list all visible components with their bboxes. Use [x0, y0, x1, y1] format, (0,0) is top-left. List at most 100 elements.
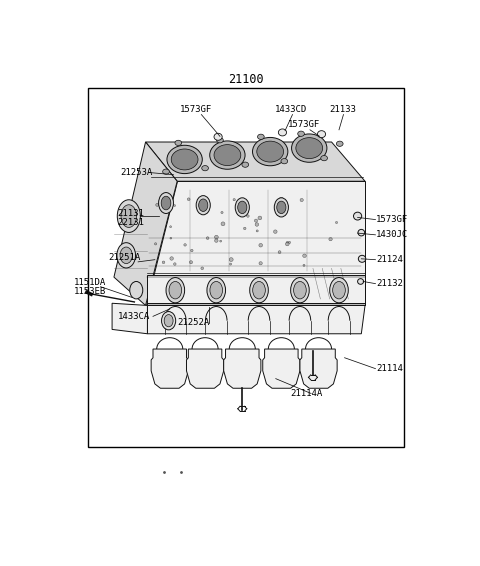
Ellipse shape: [215, 235, 218, 239]
Ellipse shape: [170, 237, 172, 239]
Ellipse shape: [221, 212, 223, 213]
Ellipse shape: [255, 223, 259, 226]
Ellipse shape: [359, 255, 366, 262]
Ellipse shape: [215, 239, 218, 242]
Ellipse shape: [287, 241, 288, 243]
Text: 1573GF: 1573GF: [376, 215, 408, 224]
Ellipse shape: [259, 243, 263, 247]
Text: 1433CA: 1433CA: [118, 312, 151, 321]
Bar: [88, 88, 404, 447]
Text: 21133: 21133: [329, 105, 356, 114]
Text: 22131: 22131: [118, 218, 144, 227]
Polygon shape: [300, 349, 337, 388]
Polygon shape: [224, 349, 261, 388]
Text: 21114: 21114: [376, 364, 403, 373]
Ellipse shape: [220, 240, 222, 242]
Text: 1153EB: 1153EB: [74, 286, 107, 295]
Ellipse shape: [286, 242, 289, 246]
Ellipse shape: [162, 261, 165, 264]
Ellipse shape: [161, 196, 171, 210]
Ellipse shape: [187, 198, 190, 200]
Text: 1433CD: 1433CD: [275, 105, 307, 114]
Polygon shape: [186, 349, 224, 388]
Ellipse shape: [155, 243, 157, 245]
Ellipse shape: [207, 277, 226, 303]
Ellipse shape: [169, 281, 181, 299]
Text: 21132: 21132: [376, 279, 403, 288]
Polygon shape: [147, 275, 365, 306]
Ellipse shape: [259, 261, 262, 265]
Ellipse shape: [117, 200, 140, 233]
Ellipse shape: [229, 263, 232, 265]
Ellipse shape: [164, 315, 173, 327]
Ellipse shape: [174, 263, 176, 265]
Polygon shape: [145, 181, 365, 306]
Text: 1573GF: 1573GF: [180, 105, 212, 114]
Ellipse shape: [353, 212, 362, 220]
Ellipse shape: [167, 145, 202, 174]
Polygon shape: [112, 303, 147, 334]
Ellipse shape: [190, 261, 192, 264]
Ellipse shape: [168, 206, 170, 208]
Ellipse shape: [303, 264, 305, 267]
Text: 1151DA: 1151DA: [74, 278, 107, 288]
Text: 21253A: 21253A: [120, 168, 152, 177]
Ellipse shape: [296, 138, 323, 158]
Ellipse shape: [242, 162, 249, 168]
Text: 21251A: 21251A: [108, 253, 141, 262]
Ellipse shape: [121, 205, 137, 228]
Text: 21131: 21131: [118, 209, 144, 218]
Polygon shape: [151, 349, 188, 388]
Text: 1430JC: 1430JC: [376, 230, 408, 239]
Ellipse shape: [162, 311, 176, 330]
Ellipse shape: [120, 247, 132, 264]
Ellipse shape: [210, 141, 245, 169]
Ellipse shape: [201, 267, 204, 269]
Ellipse shape: [169, 226, 171, 228]
Ellipse shape: [257, 141, 284, 162]
Ellipse shape: [358, 278, 363, 284]
Ellipse shape: [196, 196, 210, 215]
Ellipse shape: [274, 198, 288, 217]
Ellipse shape: [333, 281, 345, 299]
Text: 1573GF: 1573GF: [288, 120, 320, 129]
Ellipse shape: [294, 281, 306, 299]
Ellipse shape: [204, 208, 208, 212]
Ellipse shape: [171, 149, 198, 170]
Ellipse shape: [281, 158, 288, 164]
Ellipse shape: [300, 199, 303, 201]
Ellipse shape: [321, 156, 327, 161]
Polygon shape: [263, 349, 300, 388]
Ellipse shape: [317, 131, 325, 138]
Ellipse shape: [221, 222, 225, 226]
Ellipse shape: [184, 243, 186, 246]
Ellipse shape: [117, 243, 135, 268]
Ellipse shape: [163, 169, 169, 174]
Ellipse shape: [291, 134, 327, 162]
Ellipse shape: [216, 138, 223, 143]
Ellipse shape: [166, 277, 185, 303]
Ellipse shape: [174, 205, 176, 207]
Ellipse shape: [274, 230, 277, 233]
Ellipse shape: [252, 138, 288, 166]
Ellipse shape: [191, 249, 193, 252]
Text: 21114A: 21114A: [290, 389, 323, 398]
Ellipse shape: [214, 134, 222, 140]
Ellipse shape: [358, 229, 365, 236]
Polygon shape: [147, 306, 365, 334]
Ellipse shape: [250, 277, 268, 303]
Ellipse shape: [170, 257, 173, 260]
Polygon shape: [114, 142, 177, 306]
Ellipse shape: [329, 238, 332, 241]
Ellipse shape: [238, 201, 247, 213]
Ellipse shape: [277, 201, 286, 213]
Ellipse shape: [206, 237, 209, 239]
Ellipse shape: [336, 221, 337, 224]
Text: 21124: 21124: [376, 255, 403, 264]
Ellipse shape: [252, 281, 265, 299]
Ellipse shape: [156, 203, 159, 207]
Ellipse shape: [235, 198, 249, 217]
Ellipse shape: [199, 199, 208, 212]
Ellipse shape: [298, 131, 304, 136]
Ellipse shape: [330, 277, 348, 303]
